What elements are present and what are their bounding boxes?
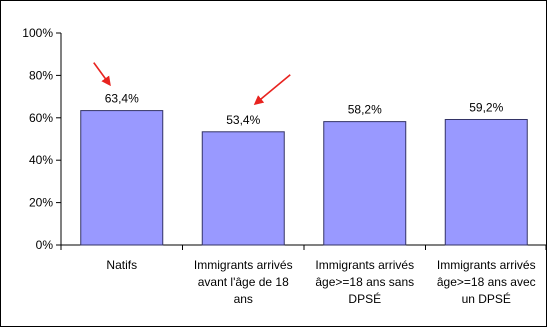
category-label: Immigrants arrivés âge>=18 ans sans DPSÉ bbox=[315, 258, 414, 306]
y-axis: 0% 20% 40% 60% 80% 100% bbox=[22, 26, 62, 252]
bar bbox=[80, 110, 164, 246]
bar bbox=[201, 131, 285, 246]
bars bbox=[80, 110, 528, 246]
y-tick-label: 20% bbox=[29, 196, 53, 210]
annotations bbox=[93, 62, 291, 106]
bar bbox=[444, 118, 528, 246]
category-label-line: âge>=18 ans sans bbox=[315, 275, 414, 289]
category-label-line: Immigrants arrivés bbox=[194, 258, 293, 272]
data-label: 63,4% bbox=[105, 92, 139, 106]
y-tick-label: 0% bbox=[36, 238, 54, 252]
data-labels: 63,4% 53,4% 58,2% 59,2% bbox=[105, 92, 504, 127]
category-label-line: avant l'âge de 18 bbox=[198, 275, 289, 289]
category-label-line: un DPSÉ bbox=[462, 291, 511, 306]
data-label: 59,2% bbox=[469, 100, 503, 114]
y-tick-label: 100% bbox=[22, 26, 53, 40]
annotation-arrow bbox=[93, 62, 111, 87]
data-label: 53,4% bbox=[226, 113, 260, 127]
y-tick-label: 80% bbox=[29, 68, 53, 82]
category-label-line: Immigrants arrivés bbox=[437, 258, 536, 272]
y-tick-label: 60% bbox=[29, 111, 53, 125]
category-label-line: âge>=18 ans avec bbox=[437, 275, 536, 289]
category-label-line: DPSÉ bbox=[348, 291, 381, 306]
category-label: Natifs bbox=[106, 258, 137, 272]
category-labels: Natifs Immigrants arrivés avant l'âge de 1… bbox=[106, 258, 535, 306]
bar bbox=[323, 121, 407, 246]
data-label: 58,2% bbox=[348, 103, 382, 117]
category-label-line: Natifs bbox=[106, 258, 137, 272]
category-label: Immigrants arrivés âge>=18 ans avec un DPS… bbox=[437, 258, 536, 306]
category-label-line: Immigrants arrivés bbox=[315, 258, 414, 272]
category-label: Immigrants arrivés avant l'âge de 18 ans bbox=[194, 258, 293, 306]
y-tick-label: 40% bbox=[29, 153, 53, 167]
category-label-line: ans bbox=[234, 292, 253, 306]
annotation-arrow bbox=[253, 74, 291, 106]
